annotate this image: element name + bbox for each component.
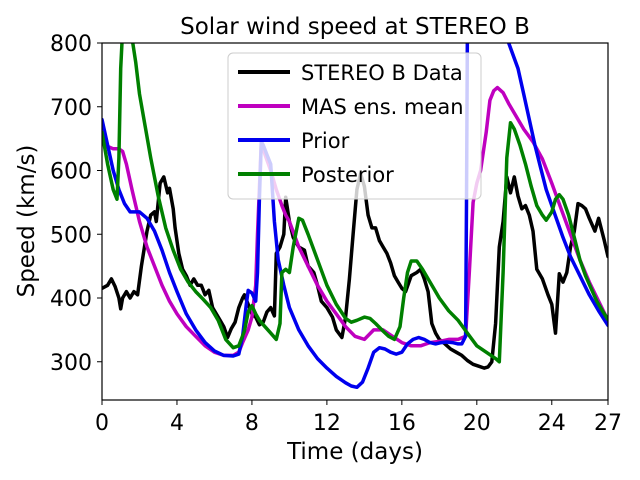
series-line-2: [102, 85, 608, 358]
x-tick-label: 16: [388, 411, 416, 436]
legend: STEREO B Data MAS ens. mean Prior Posterior: [227, 52, 482, 200]
series-line-1: [102, 171, 608, 370]
y-tick-label: 700: [50, 96, 92, 121]
x-tick-label: 20: [463, 411, 491, 436]
legend-label: STEREO B Data: [301, 61, 463, 85]
y-axis: 300 400 500 600 700 800: [50, 32, 102, 376]
y-tick-label: 500: [50, 223, 92, 248]
series-layer: [102, 43, 608, 390]
chart-title: Solar wind speed at STEREO B: [180, 14, 530, 40]
y-tick-label: 600: [50, 160, 92, 185]
legend-box: [227, 52, 482, 200]
legend-label: Prior: [301, 129, 350, 153]
series-line-3: [102, 43, 608, 390]
legend-label: Posterior: [301, 163, 394, 187]
x-tick-label: 8: [245, 411, 259, 436]
x-tick-label: 27: [594, 411, 622, 436]
legend-label: MAS ens. mean: [301, 95, 464, 119]
y-tick-label: 300: [50, 351, 92, 376]
x-tick-label: 24: [538, 411, 566, 436]
plot-frame: [101, 42, 609, 401]
x-axis: 0 4 8 12 16 20 24 27: [95, 400, 622, 436]
x-tick-label: 4: [170, 411, 184, 436]
x-tick-label: 0: [95, 411, 109, 436]
x-tick-label: 12: [313, 411, 341, 436]
series-line-4: [102, 43, 608, 364]
y-tick-label: 400: [50, 287, 92, 312]
y-tick-label: 800: [50, 32, 92, 57]
y-axis-label: Speed (km/s): [14, 145, 40, 298]
x-axis-label: Time (days): [286, 439, 423, 465]
